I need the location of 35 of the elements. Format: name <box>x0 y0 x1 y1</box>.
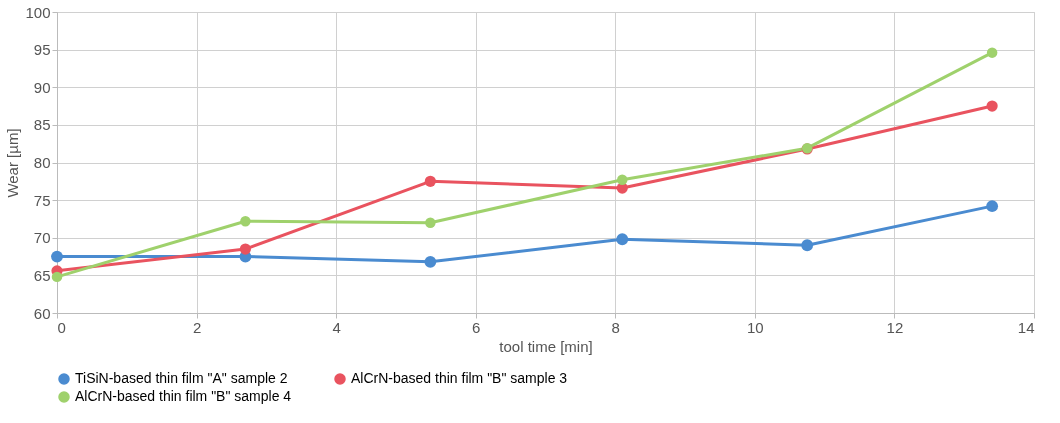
legend-label: TiSiN-based thin film "A" sample 2 <box>75 370 288 386</box>
x-tick-label: 14 <box>1017 318 1035 336</box>
y-tick-label: 65 <box>33 266 51 284</box>
point <box>616 233 629 246</box>
y-tick-label: 95 <box>33 41 51 59</box>
point <box>801 239 814 252</box>
y-tick-label: 85 <box>33 116 51 134</box>
y-tick-label: 80 <box>33 154 51 171</box>
x-tick-label: 0 <box>57 318 66 336</box>
x-tick-label: 6 <box>472 318 481 336</box>
y-tick-label: 60 <box>33 304 51 322</box>
y-tick-label: 75 <box>33 191 51 209</box>
x-tick-label: 2 <box>192 318 202 336</box>
y-tick-label: 70 <box>33 229 51 247</box>
legend-label: AlCrN-based thin film "B" sample 4 <box>75 388 292 404</box>
legend-label: AlCrN-based thin film "B" sample 3 <box>351 370 568 386</box>
point <box>986 47 998 58</box>
point <box>986 200 999 213</box>
point <box>424 255 437 268</box>
x-axis-title: tool time [min] <box>499 337 593 355</box>
x-tick-label: 8 <box>611 318 620 336</box>
point <box>617 174 628 186</box>
y-tick-label: 90 <box>33 78 51 96</box>
point <box>239 243 252 255</box>
point <box>424 175 436 187</box>
x-tick-label: 4 <box>332 318 341 336</box>
x-tick-label: 10 <box>747 318 764 336</box>
y-axis-title: Wear [µm] <box>4 128 22 198</box>
point <box>240 215 251 227</box>
x-tick-label: 12 <box>886 318 904 336</box>
point <box>51 250 63 263</box>
y-tick-label: 100 <box>25 3 51 21</box>
point <box>425 217 436 228</box>
point <box>986 100 998 112</box>
point <box>51 271 63 283</box>
